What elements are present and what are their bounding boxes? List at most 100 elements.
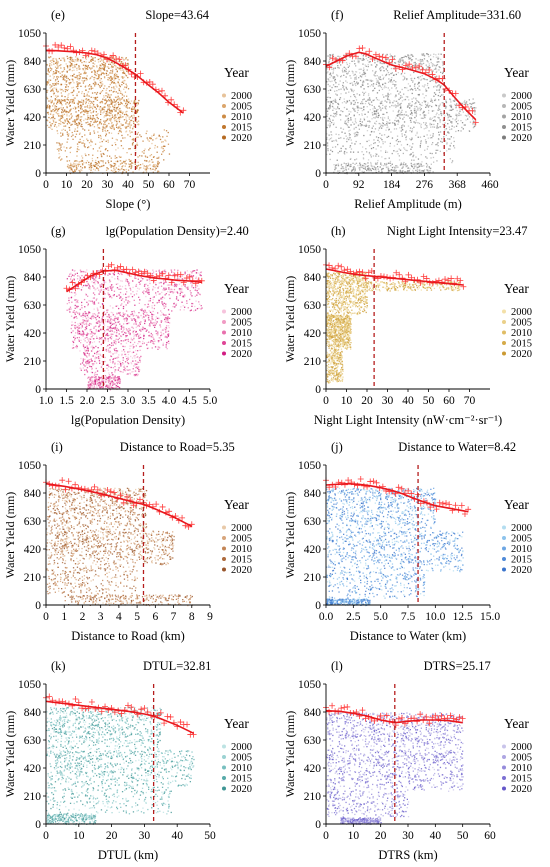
scatter-point <box>417 136 419 138</box>
scatter-point <box>71 131 73 134</box>
scatter-point <box>184 306 186 308</box>
scatter-point <box>179 289 181 292</box>
scatter-point <box>60 146 62 148</box>
scatter-point <box>352 100 354 102</box>
scatter-point <box>105 148 107 150</box>
scatter-point <box>54 109 57 111</box>
scatter-point <box>70 63 72 65</box>
scatter-point <box>125 127 128 129</box>
scatter-point <box>80 106 82 109</box>
scatter-point <box>399 91 401 93</box>
scatter-point <box>100 138 102 140</box>
scatter-point <box>85 89 87 91</box>
scatter-point <box>343 61 345 63</box>
scatter-point <box>150 137 152 139</box>
scatter-point <box>80 270 82 272</box>
scatter-point <box>115 149 117 151</box>
scatter-point <box>46 82 48 84</box>
scatter-point <box>348 126 350 128</box>
scatter-point <box>91 300 94 302</box>
scatter-point <box>81 61 83 64</box>
scatter-point <box>110 132 113 134</box>
scatter-point <box>404 171 406 173</box>
scatter-point <box>47 111 49 114</box>
scatter-point <box>47 104 49 106</box>
scatter-point <box>197 292 199 294</box>
scatter-point <box>125 130 128 132</box>
scatter-point <box>107 289 110 291</box>
scatter-point <box>363 92 365 95</box>
scatter-point <box>389 102 391 104</box>
scatter-point <box>161 302 163 304</box>
scatter-point <box>84 72 86 75</box>
scatter-point <box>92 285 94 287</box>
scatter-point <box>114 56 117 58</box>
scatter-point <box>103 64 105 66</box>
scatter-point <box>340 164 342 166</box>
scatter-point <box>398 115 400 117</box>
scatter-point <box>113 167 115 169</box>
scatter-point <box>409 117 411 119</box>
scatter-point <box>160 285 163 287</box>
scatter-point <box>331 140 333 142</box>
scatter-point <box>144 309 146 312</box>
scatter-point <box>346 100 348 102</box>
scatter-point <box>346 54 348 56</box>
scatter-point <box>345 87 347 89</box>
scatter-point <box>409 85 411 87</box>
scatter-point <box>350 139 352 141</box>
scatter-point <box>354 73 356 76</box>
scatter-point <box>421 63 423 65</box>
scatter-point <box>107 274 109 276</box>
scatter-point <box>115 167 117 169</box>
scatter-point <box>402 60 404 62</box>
scatter-point <box>386 123 388 125</box>
scatter-point <box>359 118 362 120</box>
scatter-point <box>106 70 108 72</box>
scatter-point <box>461 102 463 105</box>
scatter-point <box>53 102 55 104</box>
scatter-point <box>385 151 387 153</box>
scatter-point <box>84 134 86 136</box>
scatter-point <box>353 60 355 62</box>
scatter-point <box>133 108 135 110</box>
scatter-point <box>419 144 421 147</box>
scatter-point <box>365 54 367 56</box>
scatter-point <box>60 123 62 125</box>
scatter-point <box>135 277 137 279</box>
scatter-point <box>421 104 423 107</box>
scatter-point <box>381 102 383 104</box>
scatter-point <box>407 89 409 92</box>
scatter-point <box>143 150 145 152</box>
scatter-point <box>170 284 172 286</box>
scatter-point <box>60 89 62 91</box>
scatter-point <box>101 90 104 92</box>
scatter-point <box>85 109 87 111</box>
scatter-point <box>167 143 170 145</box>
scatter-point <box>121 303 123 305</box>
scatter-point <box>436 63 439 66</box>
scatter-point <box>377 166 379 168</box>
scatter-point <box>117 283 119 285</box>
scatter-point <box>52 92 55 95</box>
scatter-point <box>401 88 403 91</box>
scatter-point <box>438 131 440 133</box>
scatter-point <box>86 99 88 101</box>
scatter-point <box>420 170 423 172</box>
scatter-point <box>386 121 388 123</box>
scatter-point <box>365 163 367 165</box>
scatter-point <box>131 319 133 321</box>
scatter-point <box>380 117 382 119</box>
scatter-point <box>163 145 165 147</box>
scatter-point <box>108 97 111 99</box>
scatter-point <box>184 295 186 297</box>
scatter-point <box>110 103 112 105</box>
scatter-point <box>443 113 445 115</box>
scatter-point <box>422 93 424 95</box>
scatter-point <box>378 141 380 143</box>
scatter-point <box>78 101 80 103</box>
scatter-point <box>426 90 428 92</box>
scatter-point <box>47 82 49 84</box>
scatter-point <box>68 297 70 299</box>
scatter-point <box>404 87 406 89</box>
